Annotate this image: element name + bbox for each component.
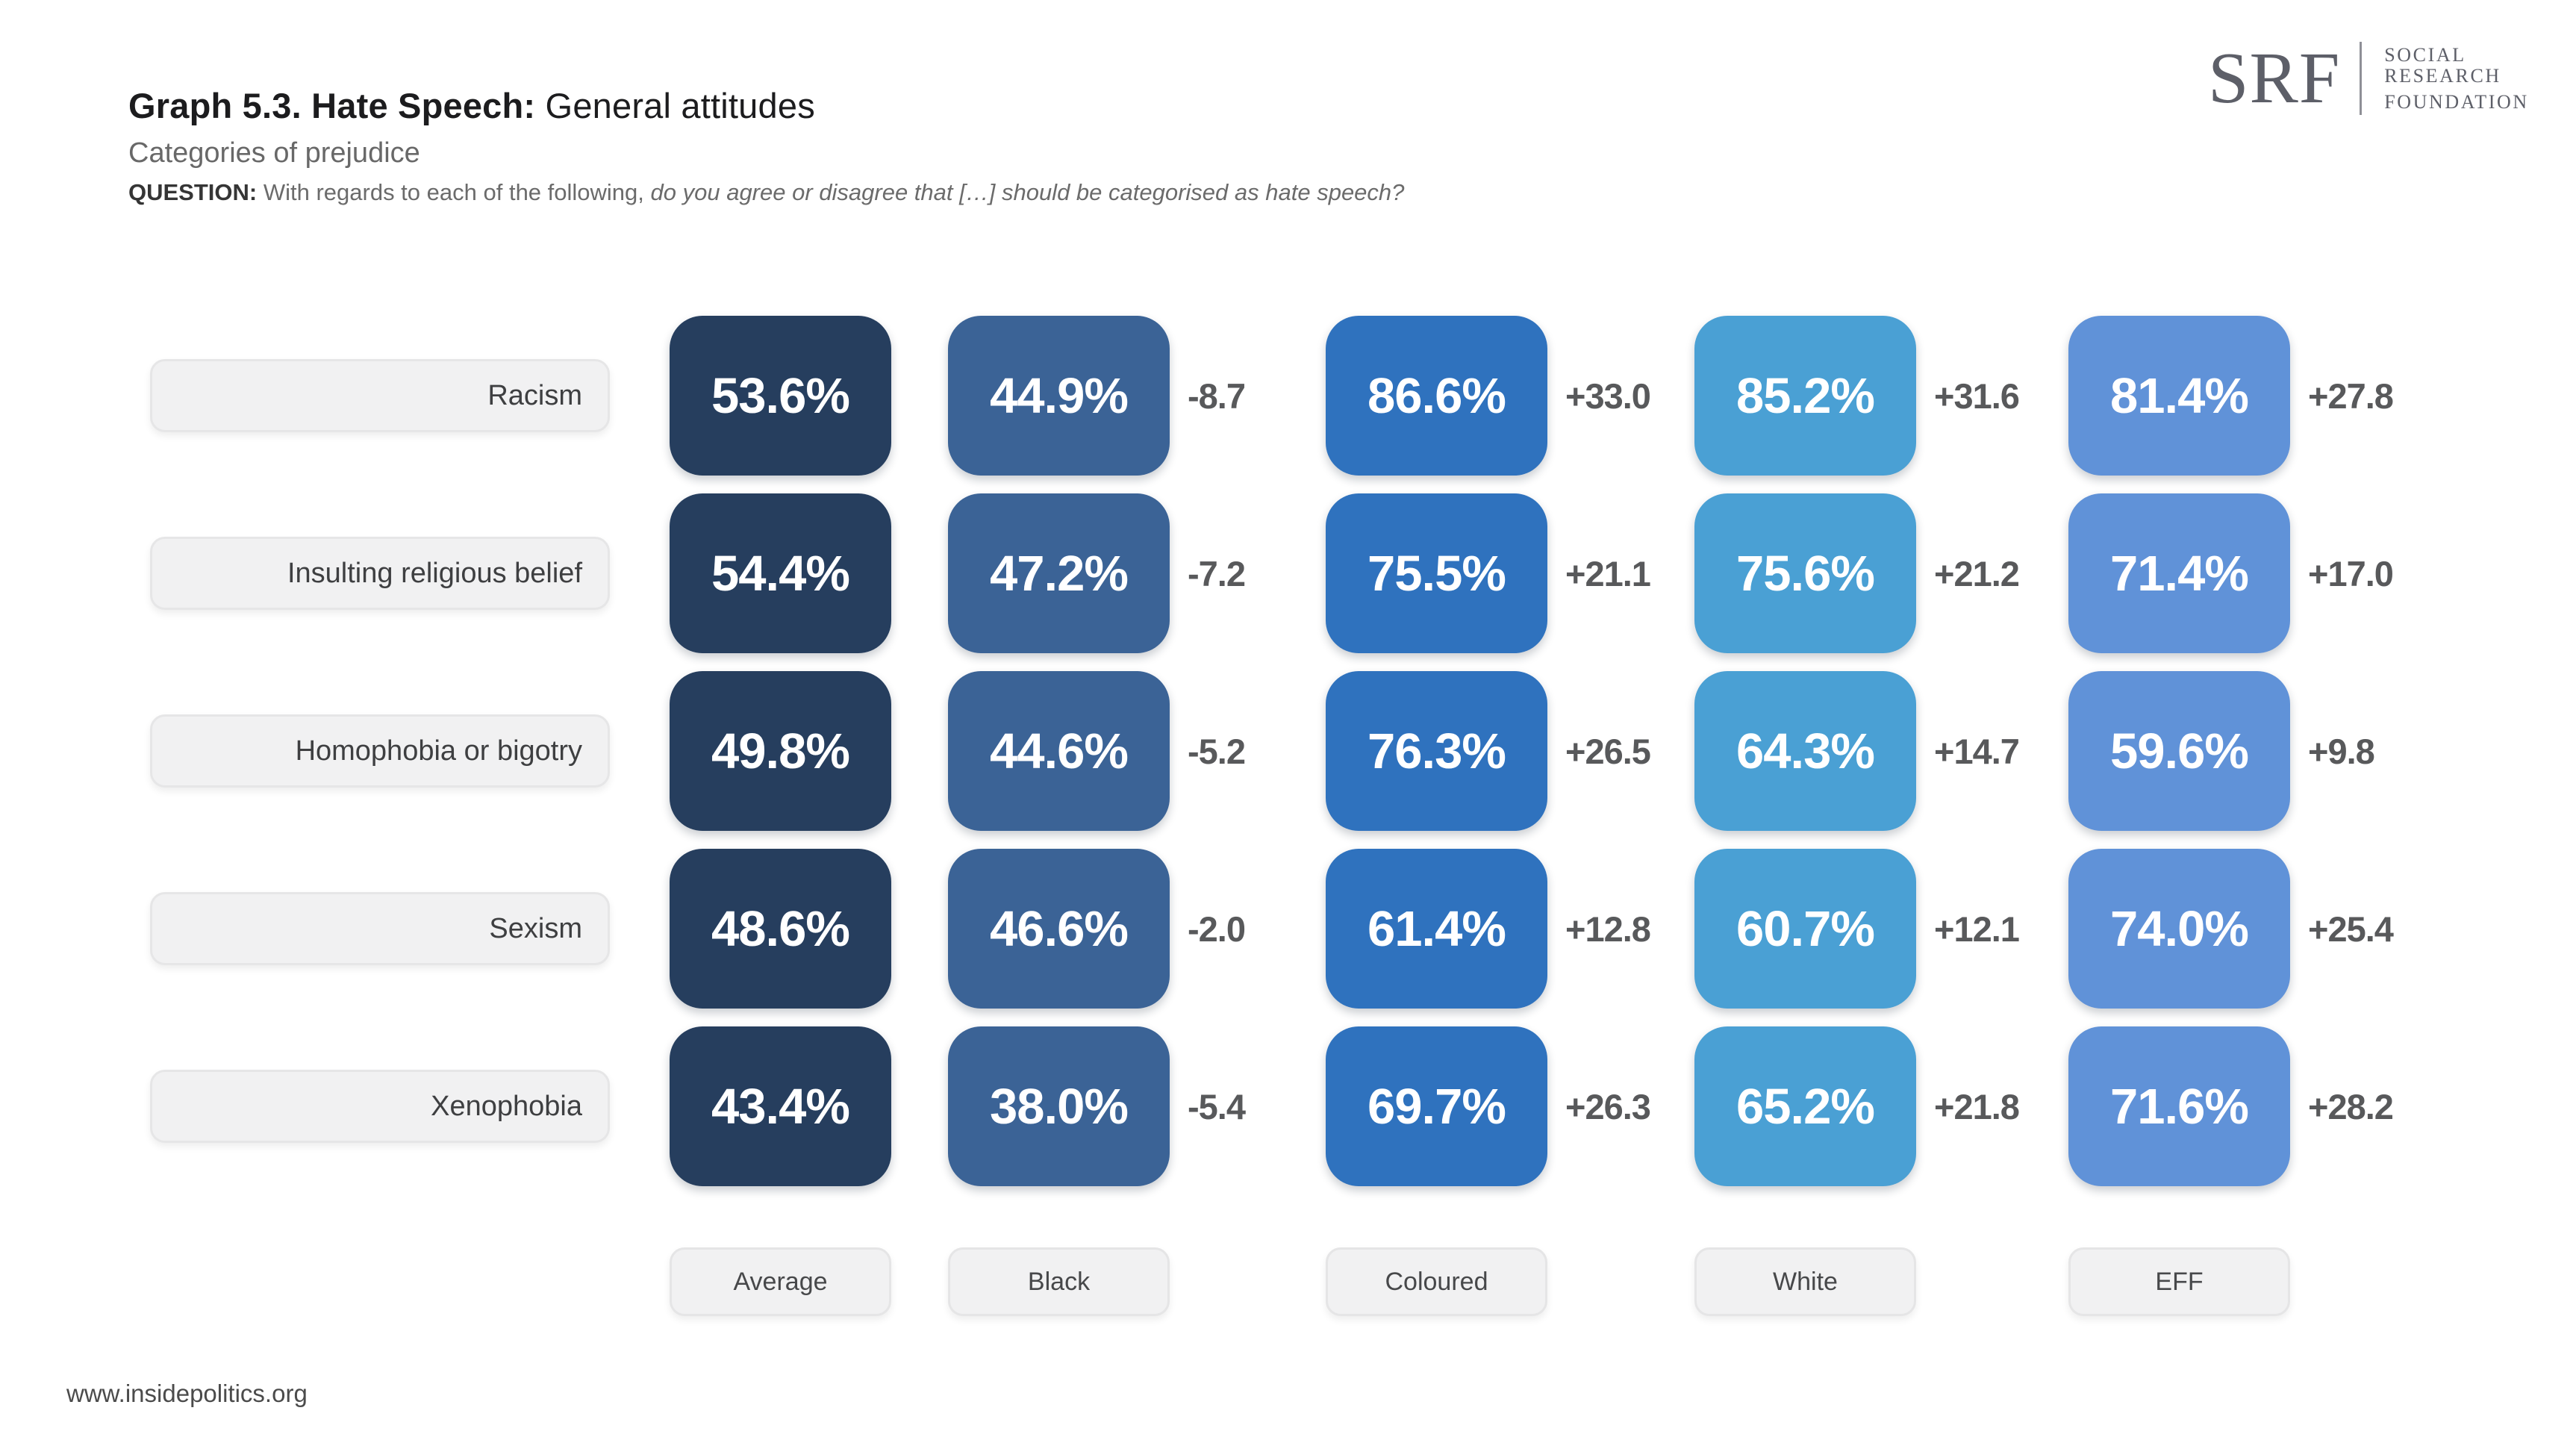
value-tile-coloured: 61.4% [1326, 849, 1547, 1009]
delta-label-white: +21.8 [1934, 1086, 2020, 1126]
value-tile-average: 54.4% [670, 493, 891, 653]
srf-logo: SRF SOCIAL RESEARCH FOUNDATION [2208, 42, 2576, 115]
value-tile-average: 48.6% [670, 849, 891, 1009]
value-tile-white: 75.6% [1694, 493, 1916, 653]
value-tile-black: 44.6% [948, 671, 1170, 831]
delta-label-black: -7.2 [1188, 553, 1246, 593]
delta-label-coloured: +21.1 [1565, 553, 1651, 593]
delta-label-white: +14.7 [1934, 731, 2020, 771]
question-italic: do you agree or disagree that […] should… [650, 179, 1405, 205]
column-label-white: White [1694, 1247, 1916, 1316]
column-label-average: Average [670, 1247, 891, 1316]
column-label-black: Black [948, 1247, 1170, 1316]
delta-label-white: +12.1 [1934, 909, 2020, 949]
value-tile-white: 60.7% [1694, 849, 1916, 1009]
website-link: www.insidepolitics.org [66, 1380, 308, 1407]
value-tile-white: 64.3% [1694, 671, 1916, 831]
delta-label-coloured: +33.0 [1565, 375, 1651, 416]
value-tile-white: 85.2% [1694, 316, 1916, 476]
delta-label-black: -5.4 [1188, 1086, 1246, 1126]
delta-label-black: -5.2 [1188, 731, 1246, 771]
category-label: Racism [150, 359, 610, 432]
logo-acronym: SRF [2208, 38, 2341, 119]
delta-label-coloured: +12.8 [1565, 909, 1651, 949]
value-tile-eff: 71.4% [2068, 493, 2290, 653]
delta-label-eff: +27.8 [2308, 375, 2394, 416]
value-tile-average: 43.4% [670, 1026, 891, 1186]
category-label: Homophobia or bigotry [150, 714, 610, 788]
value-tile-black: 44.9% [948, 316, 1170, 476]
delta-label-white: +31.6 [1934, 375, 2020, 416]
category-label: Insulting religious belief [150, 537, 610, 610]
delta-label-black: -8.7 [1188, 375, 1246, 416]
value-tile-average: 49.8% [670, 671, 891, 831]
value-tile-eff: 81.4% [2068, 316, 2290, 476]
logo-line-1: SOCIAL RESEARCH [2384, 43, 2501, 87]
value-tile-eff: 71.6% [2068, 1026, 2290, 1186]
value-tile-black: 38.0% [948, 1026, 1170, 1186]
chart-subtitle: Categories of prejudice [128, 137, 420, 169]
chart-title-suffix: General attitudes [535, 86, 815, 125]
category-label: Sexism [150, 892, 610, 965]
question-regular: With regards to each of the following, [257, 179, 651, 205]
value-tile-coloured: 76.3% [1326, 671, 1547, 831]
question-label: QUESTION: [128, 179, 258, 205]
delta-label-white: +21.2 [1934, 553, 2020, 593]
value-tile-average: 53.6% [670, 316, 891, 476]
value-tile-black: 46.6% [948, 849, 1170, 1009]
category-label: Xenophobia [150, 1070, 610, 1143]
chart-title-prefix: Graph 5.3. Hate Speech: [128, 86, 536, 125]
delta-label-eff: +17.0 [2308, 553, 2394, 593]
value-tile-eff: 59.6% [2068, 671, 2290, 831]
value-tile-coloured: 75.5% [1326, 493, 1547, 653]
value-tile-eff: 74.0% [2068, 849, 2290, 1009]
delta-label-eff: +9.8 [2308, 731, 2375, 771]
delta-label-eff: +28.2 [2308, 1086, 2394, 1126]
logo-line-2: FOUNDATION [2384, 90, 2529, 113]
value-tile-coloured: 69.7% [1326, 1026, 1547, 1186]
logo-wordmark: SOCIAL RESEARCH FOUNDATION [2384, 43, 2576, 113]
chart-title: Graph 5.3. Hate Speech: General attitude… [128, 84, 1404, 128]
column-label-coloured: Coloured [1326, 1247, 1547, 1316]
value-tile-black: 47.2% [948, 493, 1170, 653]
delta-label-black: -2.0 [1188, 909, 1246, 949]
question-line: QUESTION: With regards to each of the fo… [128, 176, 1404, 209]
column-label-eff: EFF [2068, 1247, 2290, 1316]
header: Graph 5.3. Hate Speech: General attitude… [128, 84, 1404, 209]
logo-divider [2360, 42, 2363, 115]
delta-label-eff: +25.4 [2308, 909, 2394, 949]
delta-label-coloured: +26.3 [1565, 1086, 1651, 1126]
value-tile-coloured: 86.6% [1326, 316, 1547, 476]
value-tile-white: 65.2% [1694, 1026, 1916, 1186]
delta-label-coloured: +26.5 [1565, 731, 1651, 771]
